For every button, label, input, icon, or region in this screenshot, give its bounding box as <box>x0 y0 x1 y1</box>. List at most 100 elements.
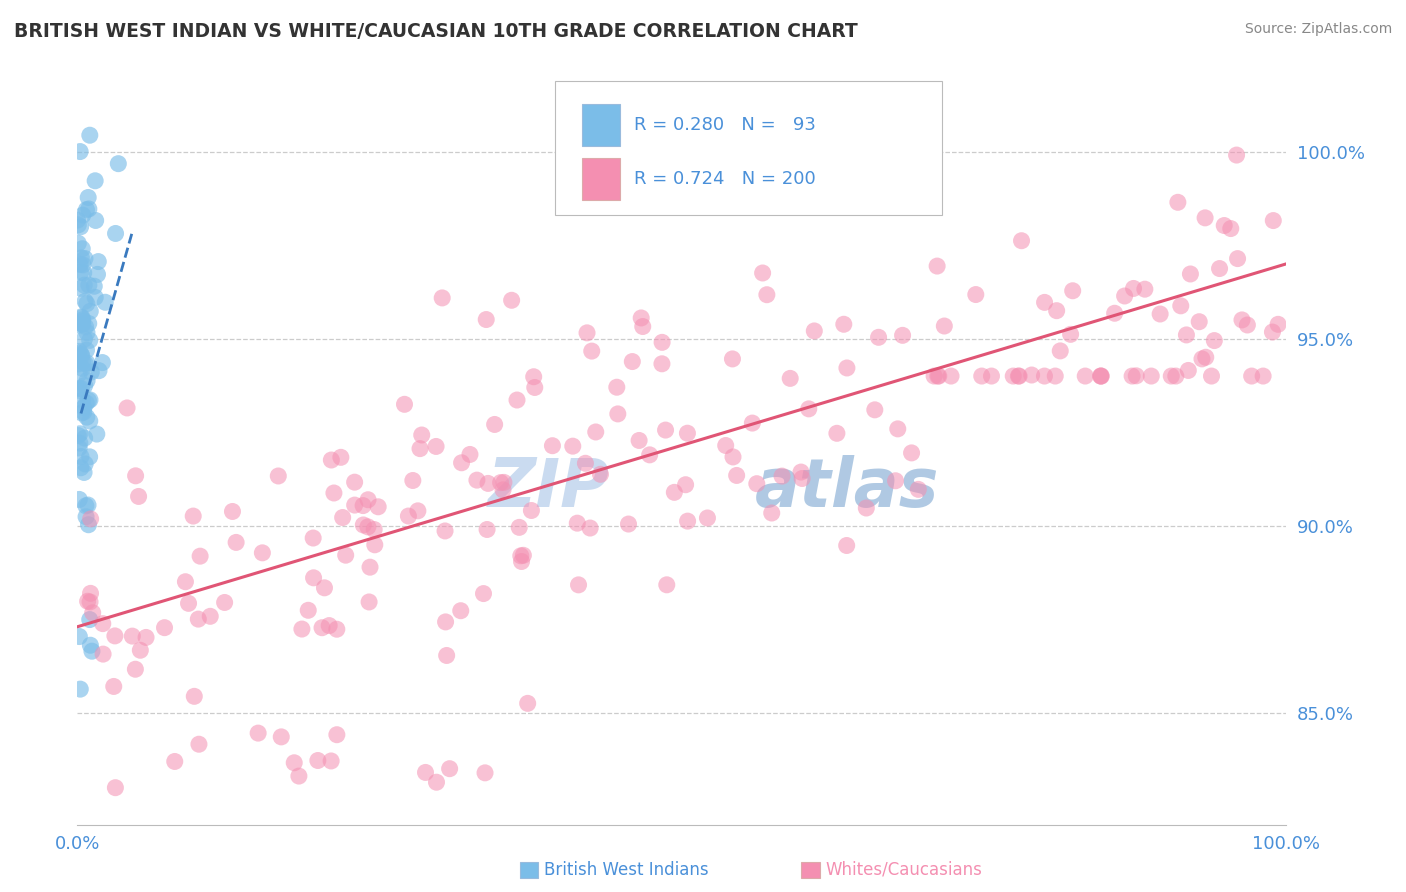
Point <box>67 492 90 507</box>
Point <box>69 265 91 279</box>
Point <box>474 765 496 780</box>
Point <box>121 629 143 643</box>
Point <box>129 643 152 657</box>
Point <box>67 441 90 455</box>
Point <box>69 436 91 450</box>
Point <box>450 456 472 470</box>
Point <box>835 539 858 553</box>
Point <box>87 254 110 268</box>
Point <box>72 258 94 272</box>
Point <box>516 697 538 711</box>
Point <box>402 474 425 488</box>
Point <box>79 392 101 407</box>
Point <box>91 647 114 661</box>
Point <box>835 361 858 376</box>
Point <box>72 314 94 328</box>
Point <box>1140 369 1163 384</box>
Point <box>396 509 419 524</box>
Point <box>332 510 354 524</box>
Point <box>357 520 380 534</box>
Point <box>84 174 107 188</box>
Bar <box>520 862 538 878</box>
Point <box>510 554 533 568</box>
Point <box>1021 368 1043 382</box>
Point <box>69 426 91 441</box>
Point <box>79 638 101 652</box>
Point <box>745 476 768 491</box>
Point <box>509 549 531 563</box>
Point <box>1170 299 1192 313</box>
Point <box>76 374 98 388</box>
Point <box>927 369 949 384</box>
Point <box>891 328 914 343</box>
Point <box>79 128 101 143</box>
Point <box>70 317 93 331</box>
Point <box>576 326 599 340</box>
Point <box>567 516 589 531</box>
Point <box>1195 351 1218 365</box>
Point <box>76 410 98 425</box>
Point <box>508 520 530 534</box>
Point <box>406 504 429 518</box>
Point <box>415 765 437 780</box>
Point <box>855 501 877 516</box>
Point <box>104 629 127 643</box>
Point <box>66 213 89 227</box>
Text: atlas: atlas <box>755 455 939 521</box>
Point <box>75 202 97 217</box>
Point <box>80 644 103 658</box>
Point <box>1125 368 1147 383</box>
Point <box>651 357 673 371</box>
Point <box>884 474 907 488</box>
Point <box>75 457 97 471</box>
Point <box>450 604 472 618</box>
Point <box>520 503 543 517</box>
Point <box>76 296 98 310</box>
Point <box>329 450 352 465</box>
Point <box>751 266 773 280</box>
Point <box>104 227 127 241</box>
Point <box>357 492 380 507</box>
Point <box>934 318 956 333</box>
Point <box>1149 307 1171 321</box>
Point <box>69 219 91 234</box>
Point <box>1045 369 1067 384</box>
Text: Source: ZipAtlas.com: Source: ZipAtlas.com <box>1244 22 1392 37</box>
Point <box>322 486 344 500</box>
Point <box>77 498 100 512</box>
Point <box>252 546 274 560</box>
Point <box>67 218 90 232</box>
Point <box>128 490 150 504</box>
Point <box>1164 369 1187 384</box>
Point <box>676 514 699 528</box>
Bar <box>801 862 820 878</box>
Point <box>541 439 564 453</box>
Point <box>321 754 343 768</box>
Point <box>970 369 993 384</box>
Point <box>1180 267 1202 281</box>
Point <box>70 382 93 396</box>
Point <box>1033 295 1056 310</box>
Point <box>69 257 91 271</box>
Point <box>664 485 686 500</box>
Point <box>183 690 205 704</box>
Point <box>75 509 97 524</box>
Point <box>714 438 737 452</box>
Point <box>67 381 90 395</box>
Point <box>922 369 945 384</box>
Point <box>512 549 534 563</box>
Point <box>69 682 91 697</box>
Point <box>1090 369 1112 384</box>
Point <box>1074 369 1097 384</box>
Point <box>73 431 96 445</box>
Point <box>721 351 744 366</box>
Point <box>67 630 90 644</box>
Point <box>1208 261 1230 276</box>
Point <box>477 476 499 491</box>
Point <box>79 450 101 464</box>
Point <box>80 365 103 379</box>
Point <box>579 521 602 535</box>
Point <box>181 509 204 524</box>
Point <box>75 294 97 309</box>
Point <box>1059 327 1081 342</box>
